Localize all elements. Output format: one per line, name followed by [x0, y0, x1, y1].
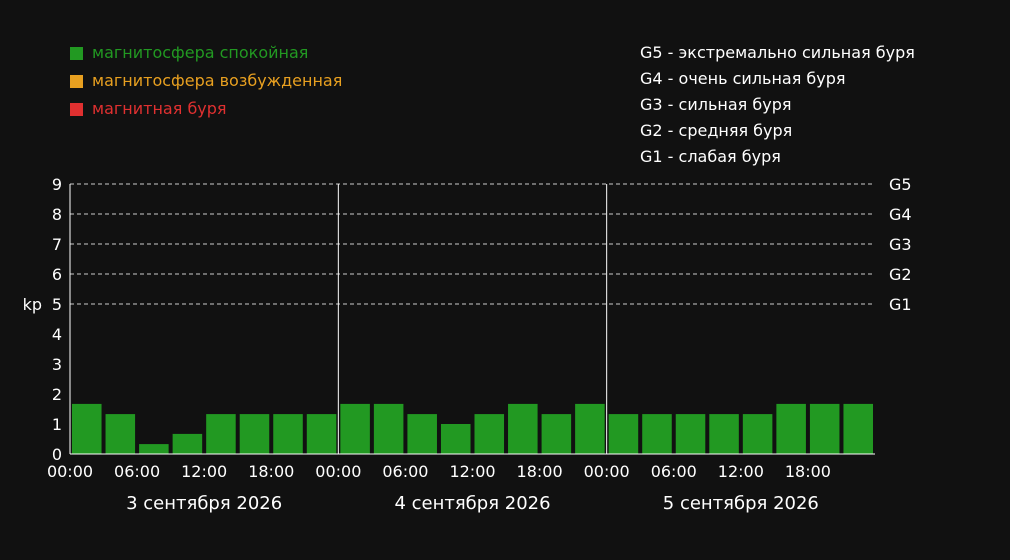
storm-level-tick-label: G1 — [889, 295, 912, 314]
kp-bar — [306, 414, 337, 454]
axis-labels: 0 1 2 3 4 5 6 7 8 9 kp G5 G4 G3 G2 G1 00:00 06:00 12:00 18:… — [23, 175, 912, 514]
storm-level-item: G4 - очень сильная буря — [640, 69, 846, 88]
kp-bar — [508, 403, 538, 454]
legend: магнитосфера спокойная магнитосфера возбу… — [70, 43, 342, 118]
y-tick-label: 7 — [52, 235, 62, 254]
kp-bar — [809, 403, 840, 454]
y-axis-label: kp — [23, 295, 42, 314]
kp-bar — [541, 414, 572, 454]
y-tick-label: 4 — [52, 325, 62, 344]
axes — [69, 184, 875, 455]
y-tick-label: 3 — [52, 355, 62, 374]
legend-swatch — [70, 47, 83, 60]
storm-level-tick-label: G4 — [889, 205, 912, 224]
x-tick-label: 06:00 — [382, 462, 428, 481]
storm-level-item: G1 - слабая буря — [640, 147, 781, 166]
kp-bar — [407, 414, 437, 454]
kp-bar — [776, 403, 806, 454]
storm-level-item: G5 - экстремально сильная буря — [640, 43, 915, 62]
x-tick-label: 18:00 — [248, 462, 294, 481]
y-tick-label: 9 — [52, 175, 62, 194]
kp-bar — [608, 414, 639, 454]
kp-bar — [172, 433, 203, 454]
y-tick-label: 5 — [52, 295, 62, 314]
y-tick-label: 0 — [52, 445, 62, 464]
legend-swatch — [70, 75, 83, 88]
x-tick-label: 00:00 — [47, 462, 93, 481]
legend-swatch — [70, 103, 83, 116]
kp-bar — [642, 414, 672, 454]
kp-bar — [440, 424, 471, 454]
day-date-label: 5 сентября 2026 — [663, 493, 819, 514]
kp-bar — [340, 403, 370, 454]
x-tick-label: 12:00 — [718, 462, 764, 481]
x-tick-label: 06:00 — [651, 462, 697, 481]
storm-level-list: G5 - экстремально сильная буря G4 - очень… — [640, 43, 915, 166]
legend-label: магнитосфера спокойная — [92, 43, 308, 62]
y-tick-label: 8 — [52, 205, 62, 224]
legend-label: магнитная буря — [92, 99, 227, 118]
legend-label: магнитосфера возбужденная — [92, 71, 342, 90]
kp-bar — [373, 403, 404, 454]
y-tick-label: 6 — [52, 265, 62, 284]
storm-level-item: G3 - сильная буря — [640, 95, 791, 114]
storm-level-item: G2 - средняя буря — [640, 121, 792, 140]
kp-bar — [239, 414, 270, 454]
kp-bar — [675, 414, 706, 454]
kp-bar — [742, 414, 773, 454]
grid-lines — [70, 183, 875, 305]
x-tick-label: 12:00 — [181, 462, 227, 481]
storm-level-tick-label: G5 — [889, 175, 912, 194]
x-tick-label: 00:00 — [584, 462, 630, 481]
x-tick-label: 06:00 — [114, 462, 160, 481]
kp-bar — [474, 414, 505, 454]
y-tick-label: 1 — [52, 415, 62, 434]
day-date-label: 3 сентября 2026 — [126, 493, 282, 514]
x-tick-label: 18:00 — [785, 462, 831, 481]
storm-level-tick-label: G3 — [889, 235, 912, 254]
kp-bar — [72, 403, 102, 454]
x-tick-label: 00:00 — [315, 462, 361, 481]
y-tick-label: 2 — [52, 385, 62, 404]
kp-bar — [575, 403, 605, 454]
x-tick-label: 12:00 — [449, 462, 495, 481]
x-tick-label: 18:00 — [517, 462, 563, 481]
day-date-label: 4 сентября 2026 — [394, 493, 550, 514]
kp-bar — [139, 444, 169, 454]
kp-bar — [273, 414, 303, 454]
kp-bar — [843, 403, 873, 454]
bars — [72, 403, 873, 454]
kp-bar — [206, 414, 236, 454]
storm-level-tick-label: G2 — [889, 265, 912, 284]
kp-bar — [105, 414, 136, 454]
kp-bar — [709, 414, 739, 454]
